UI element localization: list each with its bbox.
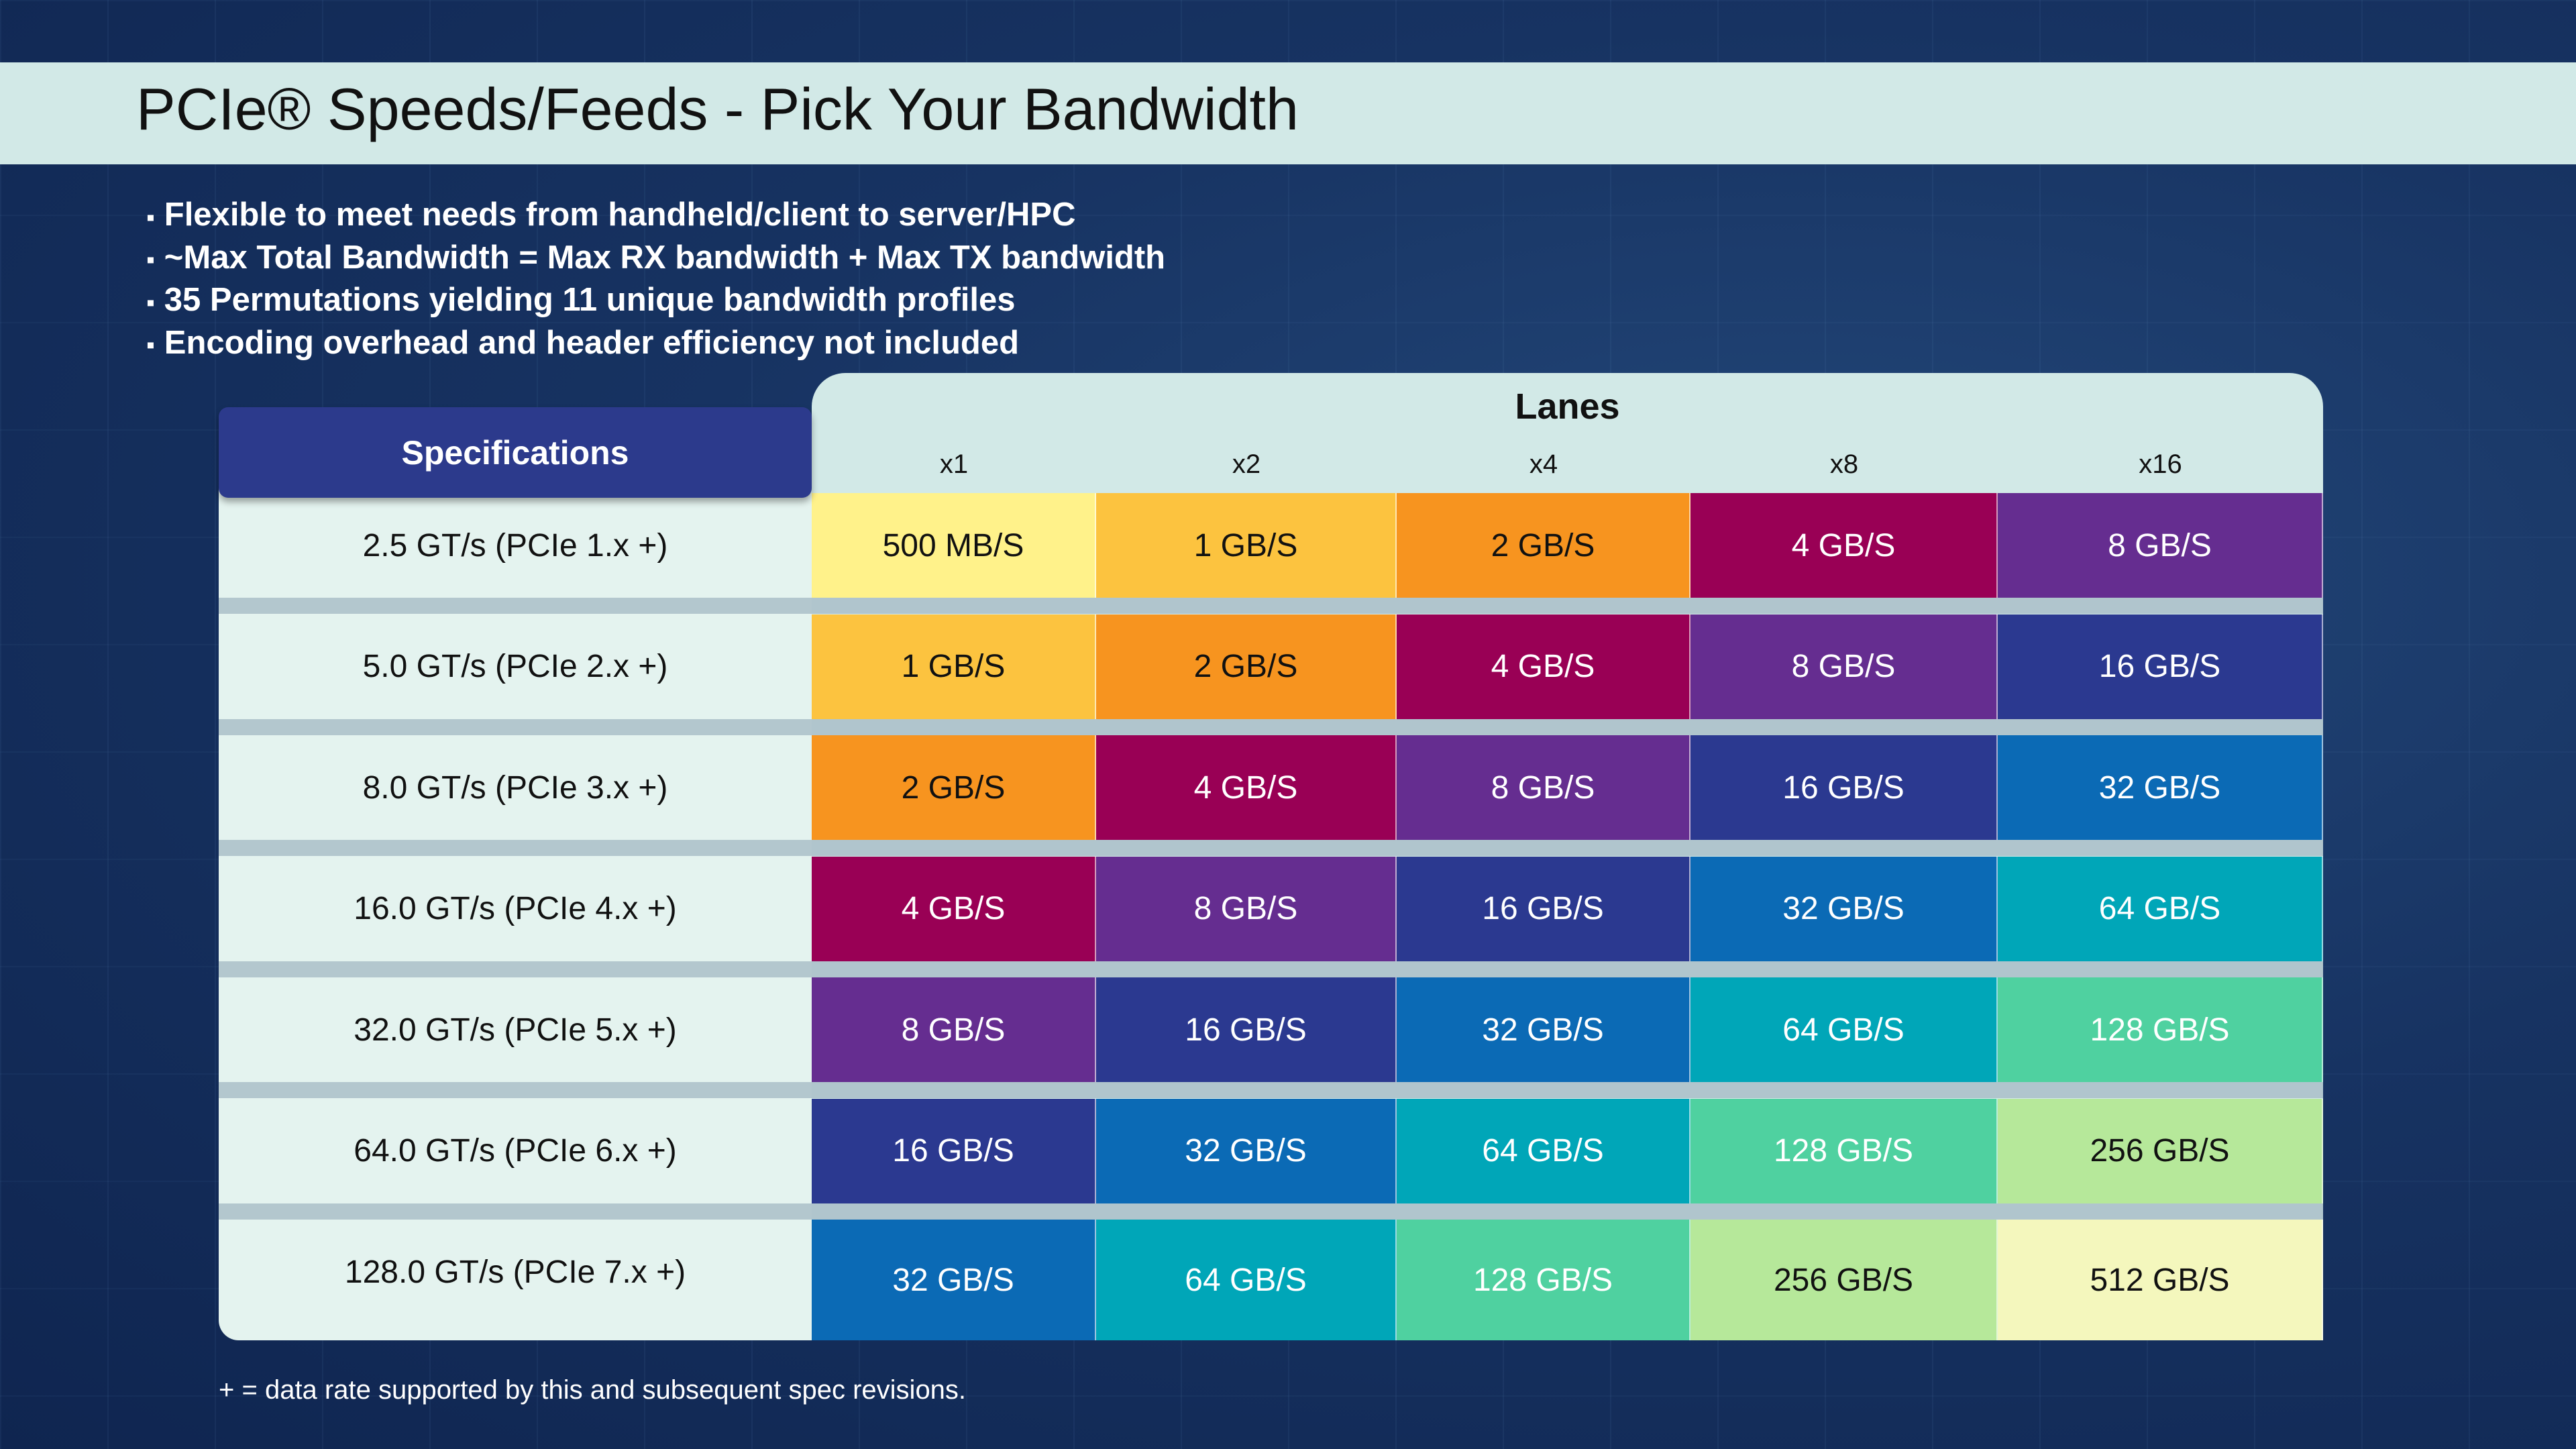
bandwidth-cell: 128 GB/S <box>1998 977 2323 1082</box>
spec-cell: 128.0 GT/s (PCIe 7.x +) <box>344 1254 686 1290</box>
bandwidth-cell: 16 GB/S <box>812 1098 1096 1203</box>
bandwidth-cell: 8 GB/S <box>812 977 1096 1082</box>
spec-cell: 16.0 GT/s (PCIe 4.x +) <box>354 891 677 926</box>
bandwidth-cell: 128 GB/S <box>1690 1098 1998 1203</box>
column-header-x2: x2 <box>1232 449 1261 479</box>
lanes-header: Lanes <box>1515 386 1620 427</box>
bandwidth-cell: 64 GB/S <box>1998 856 2323 961</box>
bandwidth-cell: 128 GB/S <box>1397 1220 1690 1340</box>
bandwidth-cell: 64 GB/S <box>1096 1220 1397 1340</box>
bandwidth-cell: 8 GB/S <box>1998 493 2323 598</box>
spec-cell: 32.0 GT/s (PCIe 5.x +) <box>354 1012 677 1048</box>
bandwidth-cell: 16 GB/S <box>1998 614 2323 719</box>
column-header-x8: x8 <box>1829 449 1859 479</box>
bandwidth-cell: 1 GB/S <box>1096 493 1397 598</box>
row-divider <box>219 840 2323 856</box>
bandwidth-cell: 32 GB/S <box>1998 735 2323 840</box>
row-divider <box>219 1082 2323 1098</box>
bandwidth-cell: 32 GB/S <box>1397 977 1690 1082</box>
spec-cell: 64.0 GT/s (PCIe 6.x +) <box>354 1133 677 1169</box>
bullet-item: Flexible to meet needs from handheld/cli… <box>146 195 1165 237</box>
row-divider <box>219 598 2323 614</box>
bandwidth-cell: 4 GB/S <box>1096 735 1397 840</box>
spec-cell: 8.0 GT/s (PCIe 3.x +) <box>362 769 668 806</box>
column-header-x16: x16 <box>2139 449 2182 479</box>
bandwidth-cell: 4 GB/S <box>1690 493 1998 598</box>
spec-cell: 5.0 GT/s (PCIe 2.x +) <box>362 649 668 684</box>
bandwidth-cell: 16 GB/S <box>1690 735 1998 840</box>
bullet-item: Encoding overhead and header efficiency … <box>146 323 1165 366</box>
page-title: PCIe® Speeds/Feeds - Pick Your Bandwidth <box>136 76 1299 142</box>
bandwidth-cell: 500 MB/S <box>812 493 1096 598</box>
bandwidth-cell: 256 GB/S <box>1690 1220 1998 1340</box>
bandwidth-cell: 64 GB/S <box>1397 1098 1690 1203</box>
title-band <box>0 62 2576 164</box>
bullet-list: Flexible to meet needs from handheld/cli… <box>146 195 1165 365</box>
column-header-x1: x1 <box>939 449 969 479</box>
specifications-column <box>219 470 812 1340</box>
bandwidth-cell: 16 GB/S <box>1397 856 1690 961</box>
bandwidth-cell: 2 GB/S <box>812 735 1096 840</box>
bullet-item: 35 Permutations yielding 11 unique bandw… <box>146 280 1165 323</box>
bandwidth-cell: 32 GB/S <box>812 1220 1096 1340</box>
footnote: + = data rate supported by this and subs… <box>219 1375 967 1405</box>
bandwidth-cell: 2 GB/S <box>1397 493 1690 598</box>
row-divider <box>219 718 2323 735</box>
bandwidth-cell: 16 GB/S <box>1096 977 1397 1082</box>
bandwidth-cell: 8 GB/S <box>1096 856 1397 961</box>
bandwidth-cell: 256 GB/S <box>1998 1098 2323 1203</box>
bandwidth-cell: 1 GB/S <box>812 614 1096 719</box>
bullet-item: ~Max Total Bandwidth = Max RX bandwidth … <box>146 237 1165 280</box>
specifications-header: Specifications <box>219 407 812 498</box>
bandwidth-cell: 8 GB/S <box>1690 614 1998 719</box>
bandwidth-cell: 4 GB/S <box>1397 614 1690 719</box>
row-divider <box>219 961 2323 977</box>
bandwidth-cell: 4 GB/S <box>812 856 1096 961</box>
bandwidth-cell: 32 GB/S <box>1096 1098 1397 1203</box>
bandwidth-cell: 8 GB/S <box>1397 735 1690 840</box>
bandwidth-cell: 512 GB/S <box>1998 1220 2323 1340</box>
column-header-x4: x4 <box>1529 449 1558 479</box>
spec-cell: 2.5 GT/s (PCIe 1.x +) <box>362 527 668 564</box>
bandwidth-cell: 2 GB/S <box>1096 614 1397 719</box>
bandwidth-cell: 32 GB/S <box>1690 856 1998 961</box>
bandwidth-cell: 64 GB/S <box>1690 977 1998 1082</box>
row-divider <box>219 1203 2323 1220</box>
